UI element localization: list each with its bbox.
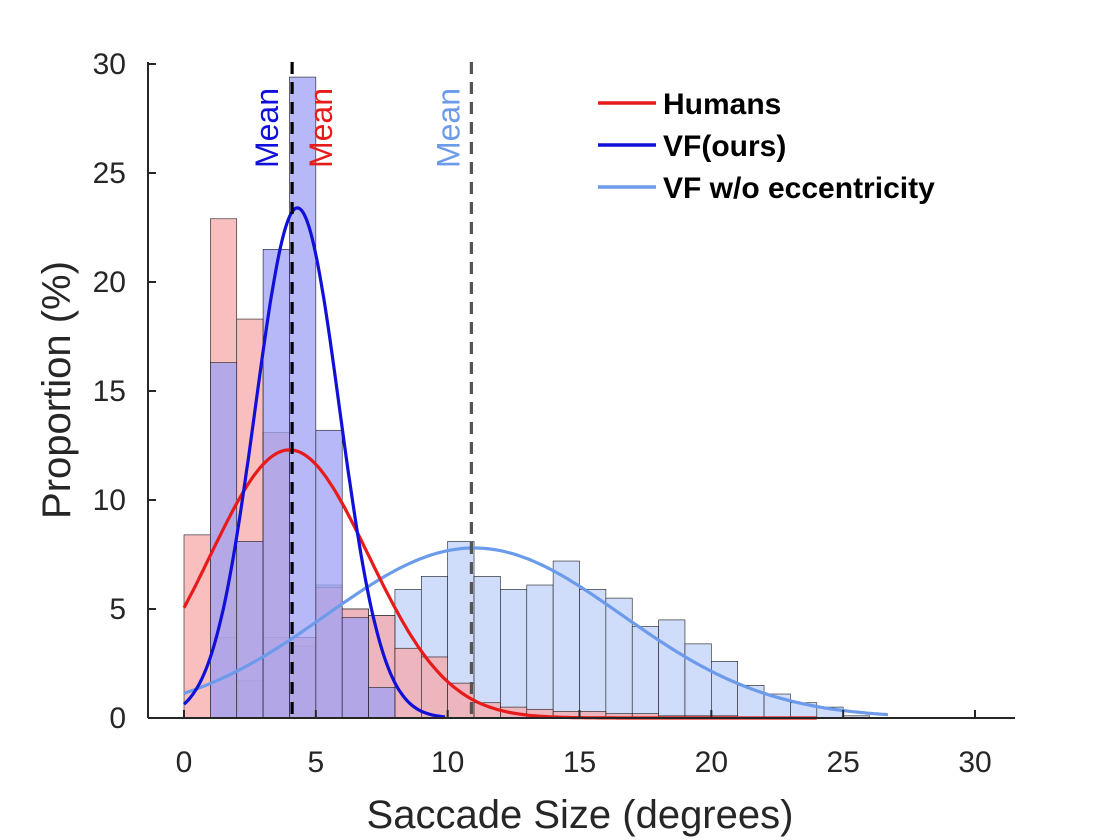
bar-vf-w-o-eccentricity-17 <box>631 626 659 719</box>
legend-label-vf-ours: VF(ours) <box>663 130 786 163</box>
bar-vf-ours-1 <box>210 362 238 719</box>
x-tick-label-5: 5 <box>307 746 324 779</box>
bar-vf-ours-7 <box>368 687 396 719</box>
x-tick-label-20: 20 <box>695 746 728 779</box>
x-tick-label-30: 30 <box>958 746 991 779</box>
bar-vf-w-o-eccentricity-19 <box>684 643 712 719</box>
x-tick-label-25: 25 <box>826 746 859 779</box>
y-tick-label-5: 5 <box>109 593 126 626</box>
x-tick-label-10: 10 <box>431 746 464 779</box>
x-axis-title: Saccade Size (degrees) <box>367 793 794 837</box>
bar-vf-w-o-eccentricity-11 <box>473 575 501 719</box>
y-tick-label-25: 25 <box>93 157 126 190</box>
y-tick-label-15: 15 <box>93 375 126 408</box>
bar-vf-ours-4 <box>289 76 317 719</box>
y-tick-label-10: 10 <box>93 484 126 517</box>
legend-label-vf-w-o-eccentricity: VF w/o eccentricity <box>663 172 935 205</box>
mean-label-vf-w-o-eccentricity: Mean <box>430 88 466 168</box>
bar-vf-w-o-eccentricity-16 <box>605 597 633 719</box>
bar-vf-ours-5 <box>315 429 343 719</box>
histogram-bars <box>183 76 870 719</box>
bar-vf-w-o-eccentricity-15 <box>579 589 607 719</box>
legend-label-humans: Humans <box>663 88 781 121</box>
y-axis-title: Proportion (%) <box>35 261 79 519</box>
bar-vf-w-o-eccentricity-13 <box>526 584 554 719</box>
y-tick-label-0: 0 <box>109 702 126 735</box>
mean-label-vf-ours: Mean <box>249 88 285 168</box>
bar-vf-w-o-eccentricity-20 <box>711 661 738 719</box>
legend: Humans VF(ours) VF w/o eccentricity <box>598 88 935 205</box>
tick-labels: 0 5 10 15 20 25 30 0 5 10 15 20 25 30 <box>93 48 992 779</box>
y-tick-label-30: 30 <box>93 48 126 81</box>
bar-vf-w-o-eccentricity-12 <box>500 589 528 719</box>
mean-label-humans: Mean <box>303 88 339 168</box>
fit-curve-vf-w-o-eccentricity <box>183 546 889 717</box>
bar-vf-w-o-eccentricity-14 <box>552 560 580 719</box>
bar-vf-ours-2 <box>236 541 264 719</box>
fit-curve-vf-ours <box>182 206 446 719</box>
x-tick-label-15: 15 <box>563 746 596 779</box>
mean-lines: Mean Mean Mean <box>249 62 473 718</box>
bar-vf-ours-6 <box>341 617 369 719</box>
x-tick-label-0: 0 <box>176 746 193 779</box>
bar-vf-w-o-eccentricity-18 <box>658 619 686 719</box>
y-tick-label-20: 20 <box>93 266 126 299</box>
